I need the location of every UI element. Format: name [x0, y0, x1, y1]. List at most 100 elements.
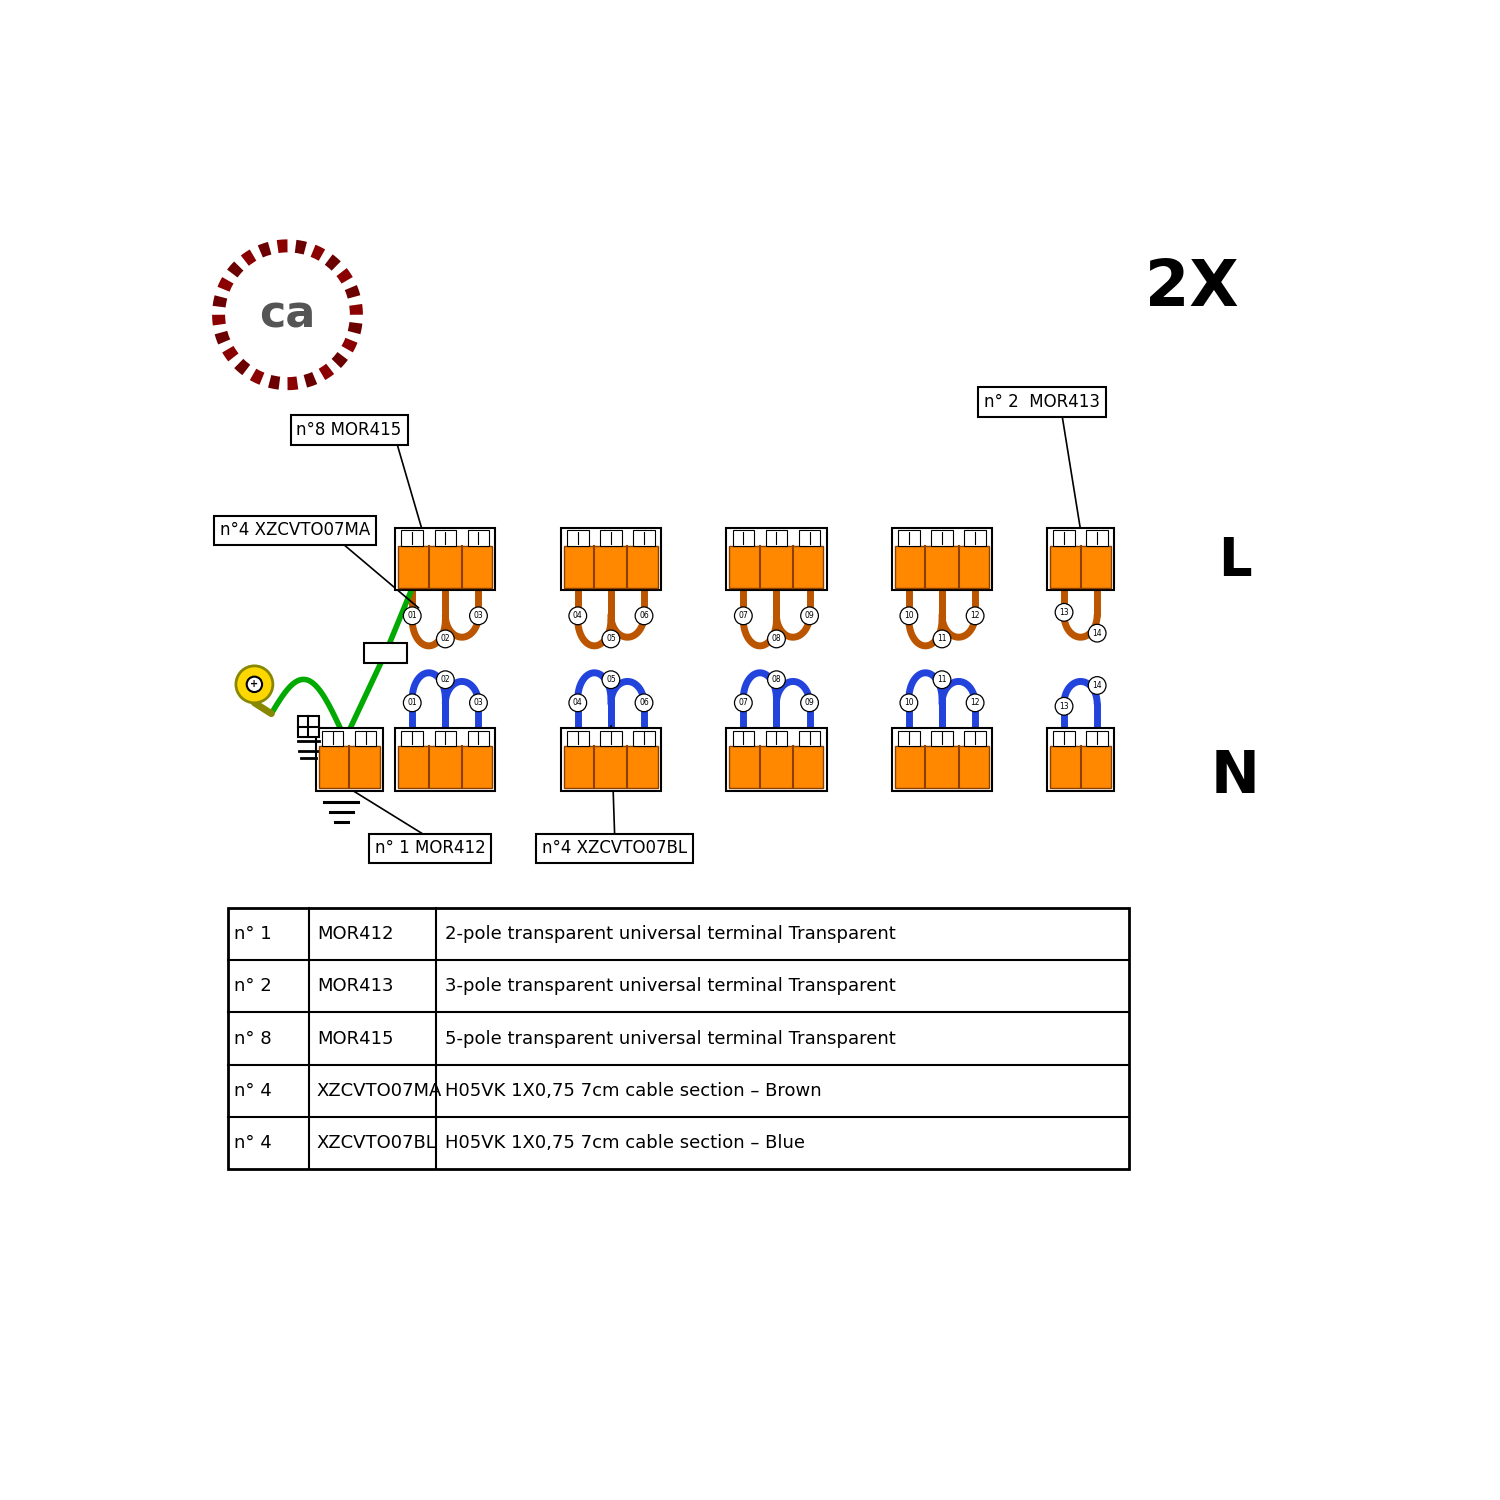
Text: n° 1: n° 1 — [234, 926, 272, 944]
FancyBboxPatch shape — [800, 531, 820, 546]
Text: L: L — [1218, 536, 1251, 586]
FancyBboxPatch shape — [399, 746, 492, 789]
Text: 11: 11 — [938, 675, 946, 684]
FancyBboxPatch shape — [396, 528, 495, 591]
Circle shape — [602, 630, 619, 648]
Circle shape — [900, 608, 918, 624]
Text: 12: 12 — [970, 612, 980, 621]
Text: n° 4: n° 4 — [234, 1082, 272, 1100]
Text: n° 2  MOR413: n° 2 MOR413 — [984, 393, 1100, 411]
Text: 01: 01 — [408, 699, 417, 708]
Circle shape — [236, 666, 273, 704]
Text: 04: 04 — [573, 612, 582, 621]
Text: 5-pole transparent universal terminal Transparent: 5-pole transparent universal terminal Tr… — [446, 1029, 896, 1047]
FancyBboxPatch shape — [600, 730, 621, 746]
Text: H05VK 1X0,75 7cm cable section – Brown: H05VK 1X0,75 7cm cable section – Brown — [446, 1082, 822, 1100]
FancyBboxPatch shape — [964, 531, 986, 546]
Text: n° 4: n° 4 — [234, 1134, 272, 1152]
Text: +: + — [251, 680, 258, 690]
Text: 11: 11 — [938, 634, 946, 644]
Text: 01: 01 — [408, 612, 417, 621]
FancyBboxPatch shape — [1050, 546, 1112, 588]
Text: 06: 06 — [639, 699, 650, 708]
Circle shape — [404, 694, 422, 711]
Text: 04: 04 — [573, 699, 582, 708]
Text: MOR413: MOR413 — [316, 976, 393, 994]
FancyBboxPatch shape — [402, 531, 423, 546]
Circle shape — [933, 630, 951, 648]
FancyBboxPatch shape — [898, 730, 920, 746]
Text: N: N — [1210, 748, 1258, 806]
Text: n° 2: n° 2 — [234, 976, 272, 994]
Text: 2X: 2X — [1146, 256, 1239, 320]
Circle shape — [568, 608, 586, 624]
FancyBboxPatch shape — [435, 730, 456, 746]
FancyBboxPatch shape — [765, 531, 788, 546]
Text: 07: 07 — [738, 699, 748, 708]
Circle shape — [735, 694, 752, 711]
Circle shape — [966, 608, 984, 624]
FancyBboxPatch shape — [567, 730, 588, 746]
FancyBboxPatch shape — [396, 728, 495, 790]
Circle shape — [768, 630, 786, 648]
Text: 13: 13 — [1059, 608, 1070, 616]
Circle shape — [801, 694, 819, 711]
Circle shape — [470, 694, 488, 711]
FancyBboxPatch shape — [964, 730, 986, 746]
Text: 03: 03 — [474, 699, 483, 708]
Circle shape — [966, 694, 984, 711]
Circle shape — [801, 608, 819, 624]
Circle shape — [1089, 676, 1106, 694]
Text: 07: 07 — [738, 612, 748, 621]
FancyBboxPatch shape — [732, 730, 754, 746]
FancyBboxPatch shape — [729, 546, 824, 588]
Circle shape — [436, 670, 454, 688]
Circle shape — [634, 694, 652, 711]
Text: 12: 12 — [970, 699, 980, 708]
FancyBboxPatch shape — [561, 728, 662, 790]
Text: n° 8: n° 8 — [234, 1029, 272, 1047]
Text: n°8 MOR415: n°8 MOR415 — [297, 422, 402, 440]
FancyBboxPatch shape — [318, 746, 380, 789]
FancyBboxPatch shape — [1047, 528, 1114, 591]
FancyBboxPatch shape — [468, 730, 489, 746]
FancyBboxPatch shape — [898, 531, 920, 546]
FancyBboxPatch shape — [402, 730, 423, 746]
Text: 02: 02 — [441, 675, 450, 684]
Circle shape — [1054, 698, 1072, 715]
Text: 13: 13 — [1059, 702, 1070, 711]
Text: MOR415: MOR415 — [316, 1029, 393, 1047]
FancyBboxPatch shape — [315, 728, 382, 790]
FancyBboxPatch shape — [729, 746, 824, 789]
Circle shape — [634, 608, 652, 624]
Text: n° 1 MOR412: n° 1 MOR412 — [375, 840, 486, 858]
FancyBboxPatch shape — [1050, 746, 1112, 789]
FancyBboxPatch shape — [564, 546, 658, 588]
FancyBboxPatch shape — [726, 528, 827, 591]
Circle shape — [1089, 624, 1106, 642]
Text: 08: 08 — [771, 634, 782, 644]
FancyBboxPatch shape — [435, 531, 456, 546]
Text: ca: ca — [260, 294, 315, 336]
Circle shape — [900, 694, 918, 711]
Text: 05: 05 — [606, 675, 616, 684]
Circle shape — [1054, 603, 1072, 621]
FancyBboxPatch shape — [600, 531, 621, 546]
FancyBboxPatch shape — [932, 531, 952, 546]
FancyBboxPatch shape — [1053, 730, 1076, 746]
Text: 10: 10 — [904, 699, 914, 708]
Text: 09: 09 — [804, 612, 814, 621]
Text: 2-pole transparent universal terminal Transparent: 2-pole transparent universal terminal Tr… — [446, 926, 896, 944]
FancyBboxPatch shape — [356, 730, 376, 746]
FancyBboxPatch shape — [322, 730, 344, 746]
FancyBboxPatch shape — [800, 730, 820, 746]
FancyBboxPatch shape — [1086, 730, 1108, 746]
FancyBboxPatch shape — [468, 531, 489, 546]
FancyBboxPatch shape — [726, 728, 827, 790]
Text: n°4 XZCVTO07BL: n°4 XZCVTO07BL — [542, 840, 687, 858]
FancyBboxPatch shape — [896, 746, 989, 789]
Text: 03: 03 — [474, 612, 483, 621]
FancyBboxPatch shape — [1047, 728, 1114, 790]
FancyBboxPatch shape — [896, 546, 989, 588]
FancyBboxPatch shape — [228, 908, 1130, 1170]
